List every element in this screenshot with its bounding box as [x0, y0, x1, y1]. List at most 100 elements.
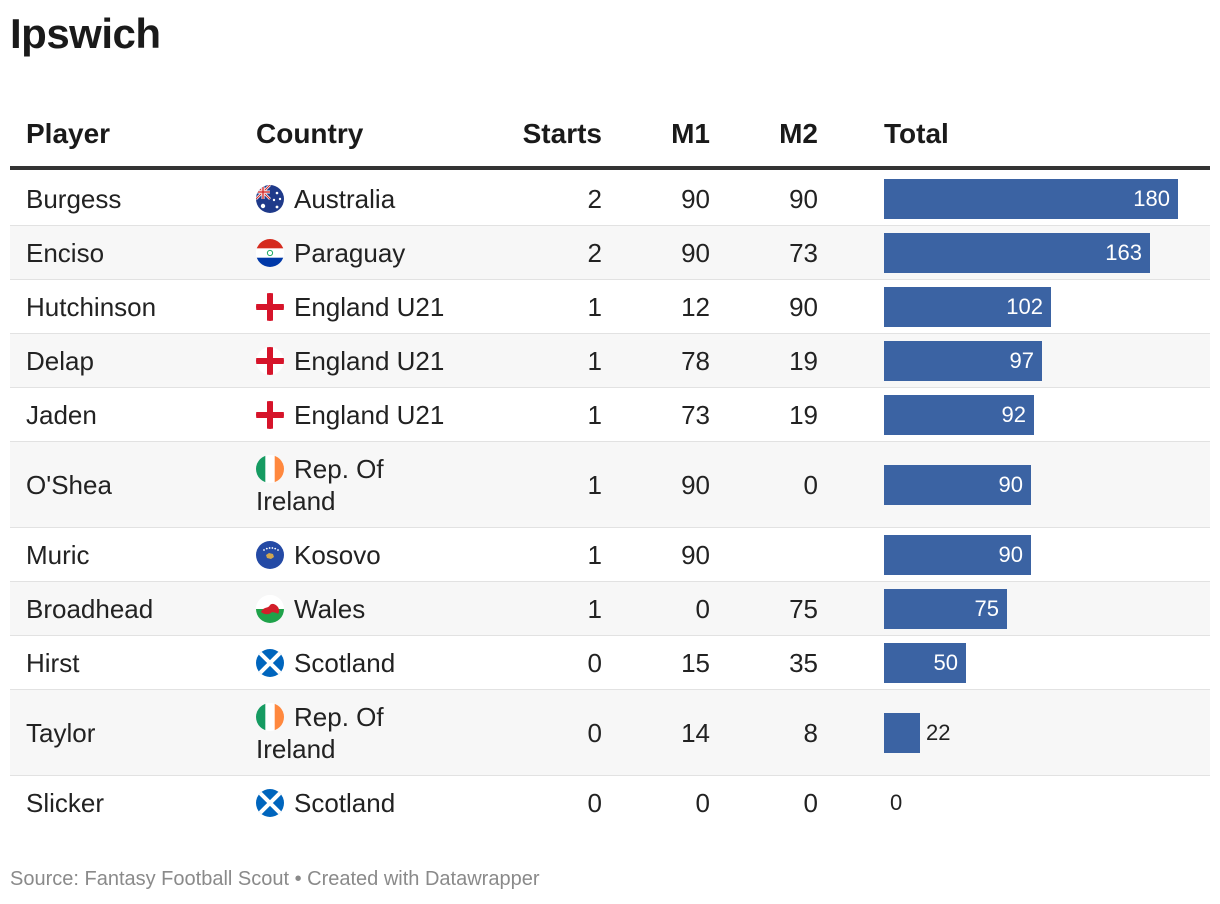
- m1-value: 15: [681, 648, 710, 678]
- m1-value: 0: [695, 788, 710, 818]
- country-cell: England U21: [256, 399, 466, 431]
- m1-value: 78: [681, 346, 710, 376]
- country-cell: Paraguay: [256, 237, 466, 269]
- country-cell: England U21: [256, 345, 466, 377]
- player-name: Enciso: [26, 238, 105, 268]
- starts-value: 1: [587, 594, 602, 624]
- total-label: 163: [1105, 240, 1142, 265]
- country-cell: Scotland: [256, 647, 466, 679]
- kosovo-flag-icon: [256, 541, 284, 569]
- table-row: Broadhead Wales 1 0 75 75: [10, 582, 1210, 636]
- starts-value: 2: [587, 184, 602, 214]
- player-name: Hirst: [26, 648, 80, 678]
- country-name: England U21: [294, 400, 445, 430]
- table-header: Player Country Starts M1 M2 Total: [10, 106, 1210, 170]
- total-label: 92: [1001, 402, 1026, 427]
- m2-value: 35: [789, 648, 818, 678]
- player-name: Muric: [26, 540, 90, 570]
- player-name: Hutchinson: [26, 292, 157, 322]
- m2-value: 0: [803, 788, 818, 818]
- country-name: Scotland: [294, 788, 396, 818]
- player-name: O'Shea: [26, 470, 112, 500]
- total-label: 180: [1133, 186, 1170, 211]
- total-bar: [884, 589, 1007, 629]
- header-starts[interactable]: Starts: [522, 118, 602, 149]
- england-flag-icon: [256, 293, 284, 321]
- ireland-flag-icon: [256, 703, 284, 731]
- chart-title: Ipswich: [10, 10, 161, 57]
- header-m1[interactable]: M1: [671, 118, 710, 149]
- table-row: Enciso Paraguay 2 90 73 163: [10, 226, 1210, 280]
- paraguay-flag-icon: [256, 239, 284, 267]
- table-row: Hirst Scotland 0 15 35 50: [10, 636, 1210, 690]
- england-flag-icon: [256, 401, 284, 429]
- table-row: Taylor Rep. Of Ireland 0 14 8 22: [10, 690, 1210, 776]
- total-label: 97: [1009, 348, 1034, 373]
- england-flag-icon: [256, 347, 284, 375]
- starts-value: 0: [587, 788, 602, 818]
- starts-value: 0: [587, 718, 602, 748]
- country-cell: Scotland: [256, 787, 466, 819]
- m2-value: 19: [789, 346, 818, 376]
- m1-value: 90: [681, 238, 710, 268]
- m1-value: 90: [681, 184, 710, 214]
- total-bar: [884, 233, 1150, 273]
- starts-value: 1: [587, 540, 602, 570]
- m1-value: 0: [695, 594, 710, 624]
- total-label: 90: [998, 542, 1023, 567]
- australia-flag-icon: [256, 185, 284, 213]
- total-label: 90: [998, 472, 1023, 497]
- header-player[interactable]: Player: [26, 118, 111, 149]
- m2-value: 75: [789, 594, 818, 624]
- total-bar: [884, 713, 920, 753]
- country-name: Paraguay: [294, 238, 406, 268]
- country-name: Rep. Of: [294, 454, 384, 484]
- m2-value: 73: [789, 238, 818, 268]
- m1-value: 73: [681, 400, 710, 430]
- country-name: England U21: [294, 292, 445, 322]
- total-bar: [884, 465, 1031, 505]
- country-cell: England U21: [256, 291, 466, 323]
- total-bar: [884, 341, 1042, 381]
- header-country[interactable]: Country: [256, 118, 364, 149]
- table-row: O'Shea Rep. Of Ireland 1 90 0 90: [10, 442, 1210, 528]
- country-cell: Wales: [256, 593, 466, 625]
- starts-value: 0: [587, 648, 602, 678]
- m2-value: 90: [789, 292, 818, 322]
- header-m2[interactable]: M2: [779, 118, 818, 149]
- ireland-flag-icon: [256, 455, 284, 483]
- m1-value: 14: [681, 718, 710, 748]
- table-row: Jaden England U21 1 73 19 92: [10, 388, 1210, 442]
- country-name-cont: Ireland: [256, 734, 336, 764]
- m1-value: 90: [681, 470, 710, 500]
- country-name: Australia: [294, 184, 396, 214]
- total-label: 0: [890, 790, 903, 815]
- table-body: Burgess Australia 2 90 90 180 Enciso Paraguay 2 9…: [10, 172, 1210, 830]
- country-cell: Rep. Of Ireland: [256, 701, 466, 765]
- starts-value: 1: [587, 400, 602, 430]
- player-name: Jaden: [26, 400, 97, 430]
- m1-value: 90: [681, 540, 710, 570]
- country-cell: Kosovo: [256, 539, 466, 571]
- total-label: 50: [933, 650, 958, 675]
- starts-value: 1: [587, 292, 602, 322]
- country-cell: Rep. Of Ireland: [256, 453, 466, 517]
- country-cell: Australia: [256, 183, 466, 215]
- total-bar: [884, 179, 1178, 219]
- m1-value: 12: [681, 292, 710, 322]
- starts-value: 1: [587, 346, 602, 376]
- header-total[interactable]: Total: [884, 118, 949, 149]
- country-name: Scotland: [294, 648, 396, 678]
- starts-value: 1: [587, 470, 602, 500]
- table-row: Burgess Australia 2 90 90 180: [10, 172, 1210, 226]
- player-name: Delap: [26, 346, 94, 376]
- starts-value: 2: [587, 238, 602, 268]
- m2-value: 19: [789, 400, 818, 430]
- source-footer: Source: Fantasy Football Scout • Created…: [10, 868, 540, 890]
- country-name: England U21: [294, 346, 445, 376]
- player-name: Taylor: [26, 718, 96, 748]
- player-name: Burgess: [26, 184, 122, 214]
- table-row: Slicker Scotland 0 0 0 0: [10, 776, 1210, 830]
- m2-value: 90: [789, 184, 818, 214]
- player-name: Slicker: [26, 788, 105, 818]
